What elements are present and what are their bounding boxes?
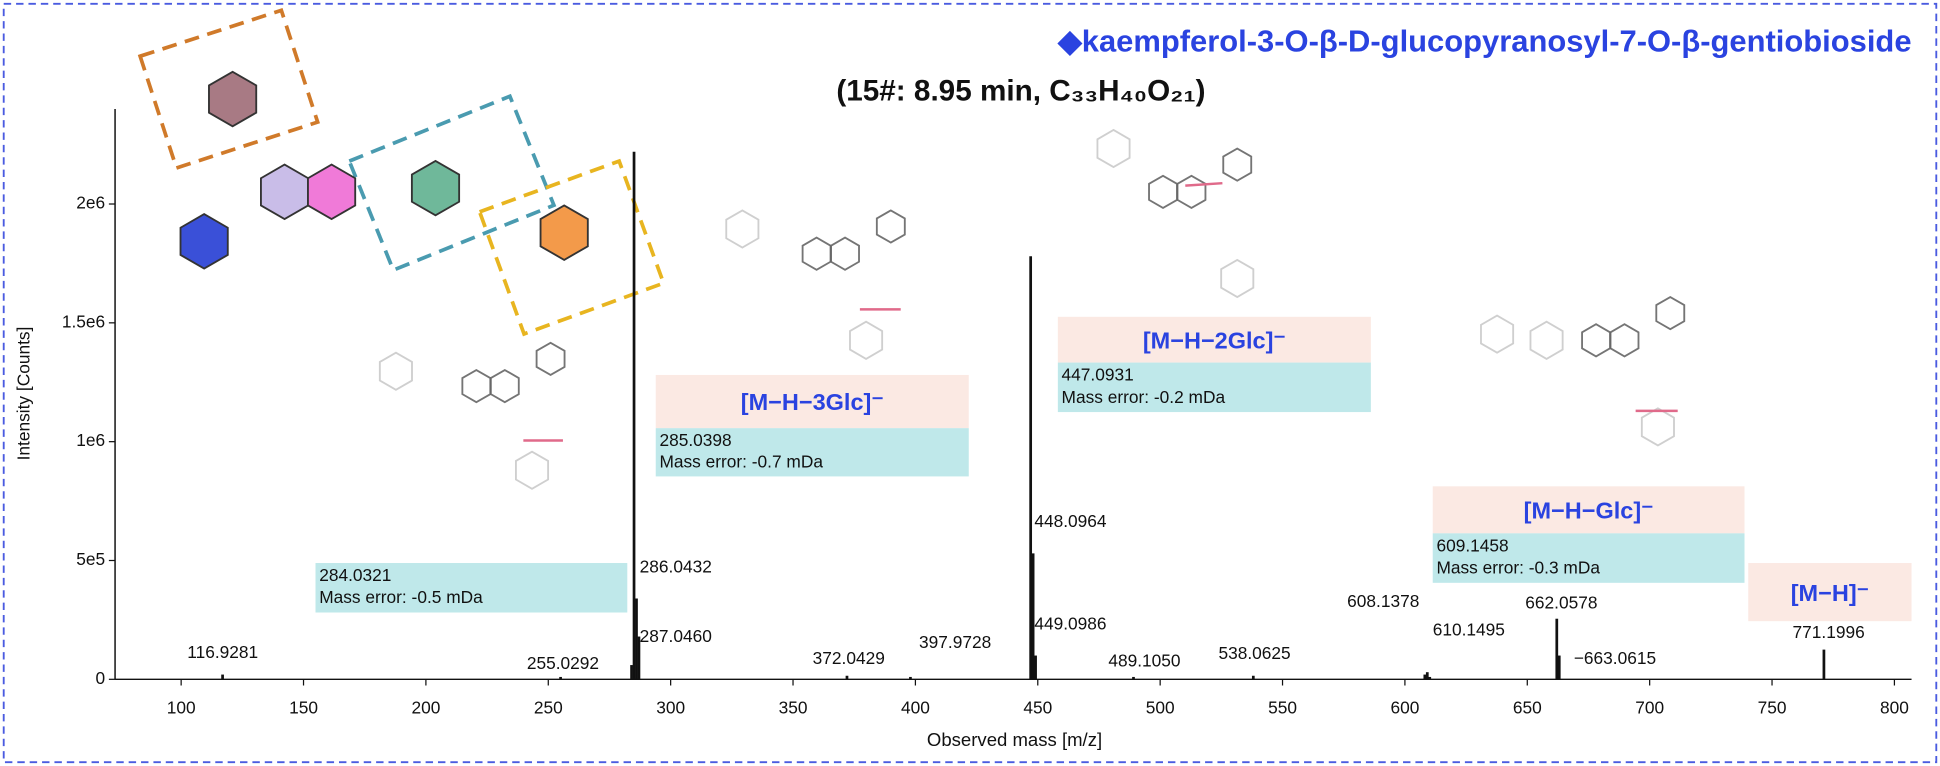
peak-label: 489.1050 bbox=[1108, 651, 1180, 671]
ring bbox=[1176, 174, 1207, 210]
x-tick-label: 750 bbox=[1758, 698, 1787, 718]
cleave-mark bbox=[523, 181, 1678, 442]
fragment-label: [M−H]⁻ bbox=[1791, 580, 1869, 606]
peak-label: 610.1495 bbox=[1433, 620, 1505, 640]
mass-error: Mass error: -0.7 mDa bbox=[659, 451, 823, 471]
x-tick-label: 550 bbox=[1268, 698, 1297, 718]
x-axis-label: Observed mass [m/z] bbox=[927, 729, 1102, 750]
ring bbox=[1220, 258, 1255, 299]
group-box bbox=[346, 93, 557, 273]
peak-label: 255.0292 bbox=[527, 653, 599, 673]
ring bbox=[1640, 407, 1675, 447]
ring bbox=[179, 213, 229, 270]
chart-subtitle: (15#: 8.95 min, C₃₃H₄₀O₂₁) bbox=[836, 75, 1205, 108]
ring bbox=[307, 163, 357, 221]
y-tick-label: 2e6 bbox=[76, 193, 105, 213]
ring bbox=[725, 209, 760, 249]
ring bbox=[539, 204, 589, 261]
y-tick-label: 1.5e6 bbox=[62, 311, 105, 331]
ring bbox=[849, 320, 884, 360]
x-tick-label: 450 bbox=[1023, 698, 1052, 718]
info-box bbox=[1057, 362, 1371, 413]
ring bbox=[1222, 147, 1253, 182]
peak-label: 286.0432 bbox=[640, 557, 712, 577]
y-tick-label: 5e5 bbox=[76, 549, 105, 569]
ring bbox=[801, 236, 832, 271]
group-box bbox=[477, 158, 666, 337]
x-tick-label: 600 bbox=[1390, 698, 1419, 718]
peak-label: 287.0460 bbox=[640, 626, 712, 646]
ring bbox=[535, 341, 566, 377]
peak-label: 662.0578 bbox=[1525, 592, 1597, 612]
chart-title: ◆kaempferol-3-O-β-D-glucopyranosyl-7-O-β… bbox=[1057, 24, 1912, 59]
peak-label: 397.9728 bbox=[919, 632, 991, 652]
label-box bbox=[1057, 316, 1371, 363]
info-box bbox=[315, 563, 628, 613]
ring bbox=[378, 351, 413, 391]
fragment-label: [M−H−3Glc]⁻ bbox=[741, 389, 884, 415]
label-box bbox=[1432, 486, 1745, 534]
label-box bbox=[655, 374, 969, 429]
ring bbox=[208, 70, 258, 128]
ring bbox=[461, 368, 492, 404]
ring bbox=[1096, 128, 1131, 169]
y-tick-label: 0 bbox=[96, 668, 106, 688]
peak-label: 608.1378 bbox=[1347, 591, 1419, 611]
peak-label: 372.0429 bbox=[813, 648, 885, 668]
label-box bbox=[1748, 563, 1912, 622]
peak-label: 538.0625 bbox=[1218, 643, 1290, 663]
x-tick-label: 400 bbox=[901, 698, 930, 718]
group-box bbox=[137, 7, 320, 171]
peak-label: 771.1996 bbox=[1793, 622, 1865, 642]
ring bbox=[1529, 320, 1564, 360]
fragment-label: [M−H−Glc]⁻ bbox=[1524, 497, 1654, 523]
ring bbox=[515, 450, 550, 490]
x-tick-label: 800 bbox=[1880, 698, 1909, 718]
x-tick-label: 650 bbox=[1513, 698, 1542, 718]
peak-label: 116.9281 bbox=[187, 642, 258, 662]
x-tick-label: 250 bbox=[534, 698, 563, 718]
peak-label: −663.0615 bbox=[1574, 648, 1656, 668]
x-tick-label: 150 bbox=[289, 698, 318, 718]
ring bbox=[1148, 174, 1178, 210]
structures bbox=[137, 7, 1686, 490]
ring bbox=[489, 368, 520, 404]
ring bbox=[875, 209, 906, 244]
peak-label: 284.0321 bbox=[319, 565, 391, 585]
ring bbox=[1480, 314, 1515, 354]
ring bbox=[1655, 295, 1686, 331]
ring bbox=[830, 236, 860, 271]
x-tick-label: 200 bbox=[411, 698, 440, 718]
peak-label: 609.1458 bbox=[1436, 535, 1508, 555]
peak-label: 448.0964 bbox=[1034, 511, 1107, 531]
peak-label: 447.0931 bbox=[1062, 365, 1134, 385]
mass-error: Mass error: -0.2 mDa bbox=[1062, 387, 1226, 407]
mass-error: Mass error: -0.3 mDa bbox=[1436, 558, 1600, 578]
ring bbox=[410, 159, 461, 217]
info-box bbox=[655, 428, 969, 477]
info-box bbox=[1432, 533, 1745, 583]
mass-error: Mass error: -0.5 mDa bbox=[319, 587, 483, 607]
x-tick-label: 500 bbox=[1146, 698, 1175, 718]
fragment-label: [M−H−2Glc]⁻ bbox=[1143, 327, 1286, 353]
peak-label: 449.0986 bbox=[1034, 613, 1106, 633]
ring bbox=[1609, 323, 1640, 358]
ring bbox=[1581, 323, 1611, 358]
x-tick-label: 100 bbox=[167, 698, 196, 718]
x-tick-label: 350 bbox=[779, 698, 808, 718]
x-tick-label: 700 bbox=[1635, 698, 1664, 718]
y-axis-label: Intensity [Counts] bbox=[13, 327, 33, 461]
y-tick-label: 1e6 bbox=[76, 430, 105, 450]
peak-label: 285.0398 bbox=[659, 430, 731, 450]
ring bbox=[260, 163, 310, 221]
x-tick-label: 300 bbox=[656, 698, 685, 718]
